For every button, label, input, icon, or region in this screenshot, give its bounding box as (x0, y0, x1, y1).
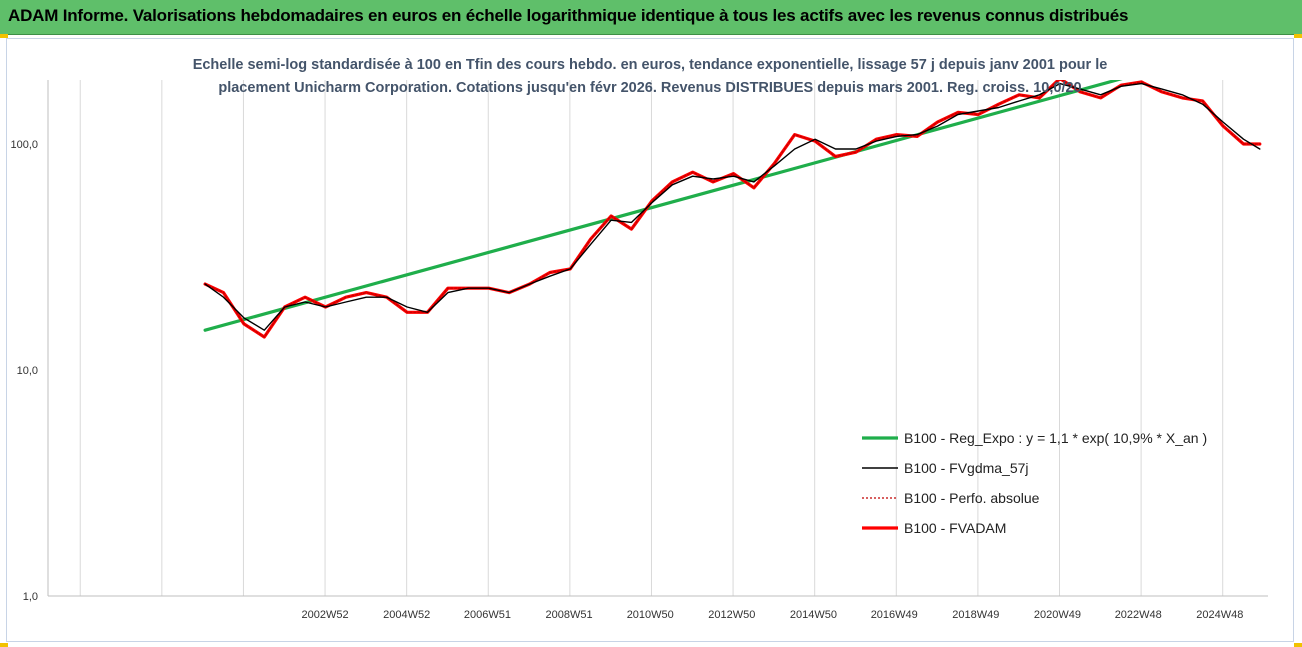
chart-subtitle-line2: placement Unicharm Corporation. Cotation… (218, 80, 1082, 96)
x-tick-label: 2022W48 (1115, 609, 1162, 621)
x-tick-label: 2018W49 (952, 609, 999, 621)
series-line-0 (203, 80, 1123, 332)
chart-frame (6, 38, 1294, 642)
x-tick-label: 2002W52 (302, 609, 349, 621)
legend-label-3: B100 - FVADAM (904, 520, 1006, 536)
corner-marker-bottom-right (1294, 643, 1302, 647)
x-tick-label: 2024W48 (1196, 609, 1243, 621)
x-tick-label: 2006W51 (464, 609, 511, 621)
header-banner: ADAM Informe. Valorisations hebdomadaire… (0, 0, 1302, 35)
legend-label-0: B100 - Reg_Expo : y = 1,1 * exp( 10,9% *… (904, 430, 1207, 446)
grid-lines (79, 80, 1224, 596)
series-line-1 (204, 82, 1261, 331)
legend-label-2: B100 - Perfo. absolue (904, 490, 1040, 506)
legend-label-1: B100 - FVgdma_57j (904, 460, 1029, 476)
x-tick-label: 2014W50 (790, 609, 837, 621)
y-tick-label: 100,0 (10, 139, 38, 151)
corner-marker-top-right (1294, 34, 1302, 38)
legend: B100 - Reg_Expo : y = 1,1 * exp( 10,9% *… (862, 430, 1207, 536)
x-tick-label: 2020W49 (1034, 609, 1081, 621)
corner-marker-top-left (0, 34, 8, 38)
x-tick-label: 2010W50 (627, 609, 674, 621)
x-tick-label: 2012W50 (708, 609, 755, 621)
axes: 1,0 10,0 100,0 2002W52 2004W52 2006W51 2008W51… (10, 80, 1268, 621)
corner-marker-bottom-left (0, 643, 8, 647)
y-tick-label: 1,0 (23, 591, 38, 603)
x-tick-label: 2004W52 (383, 609, 430, 621)
x-tick-label: 2016W49 (871, 609, 918, 621)
x-tick-label: 2008W51 (546, 609, 593, 621)
series-layer (203, 80, 1262, 339)
chart-subtitle-line1: Echelle semi-log standardisée à 100 en T… (192, 57, 1108, 73)
y-tick-label: 10,0 (17, 365, 38, 377)
page-title: ADAM Informe. Valorisations hebdomadaire… (8, 6, 1129, 25)
series-line-2 (204, 80, 1261, 338)
chart-subtitle: Echelle semi-log standardisée à 100 en T… (150, 54, 1150, 100)
